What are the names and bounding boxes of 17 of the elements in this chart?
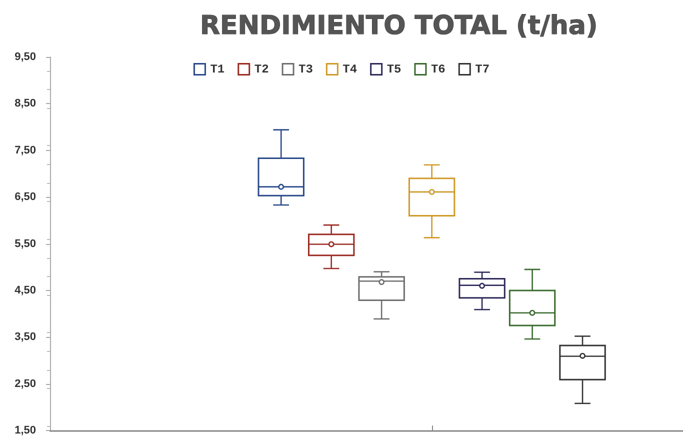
y-tick-label: 2,50 bbox=[14, 378, 36, 390]
chart-title: RENDIMIENTO TOTAL (t/ha) bbox=[200, 11, 598, 41]
y-tick-label: 4,50 bbox=[14, 284, 36, 296]
legend-label: T6 bbox=[430, 62, 446, 76]
y-tick-label: 6,50 bbox=[14, 191, 36, 204]
y-tick-label: 9,50 bbox=[14, 51, 36, 63]
y-tick-label: 5,50 bbox=[14, 238, 36, 250]
legend-label: T1 bbox=[210, 62, 225, 76]
legend-label: T3 bbox=[298, 62, 313, 76]
y-tick-label: 3,50 bbox=[14, 331, 36, 344]
legend-label: T7 bbox=[475, 62, 490, 76]
legend-label: T4 bbox=[342, 62, 358, 76]
y-tick-label: 7,50 bbox=[14, 144, 36, 156]
legend-label: T2 bbox=[254, 62, 269, 76]
y-tick-label: 1,50 bbox=[14, 424, 36, 436]
legend-label: T5 bbox=[386, 62, 402, 76]
y-tick-label: 8,50 bbox=[14, 98, 36, 110]
